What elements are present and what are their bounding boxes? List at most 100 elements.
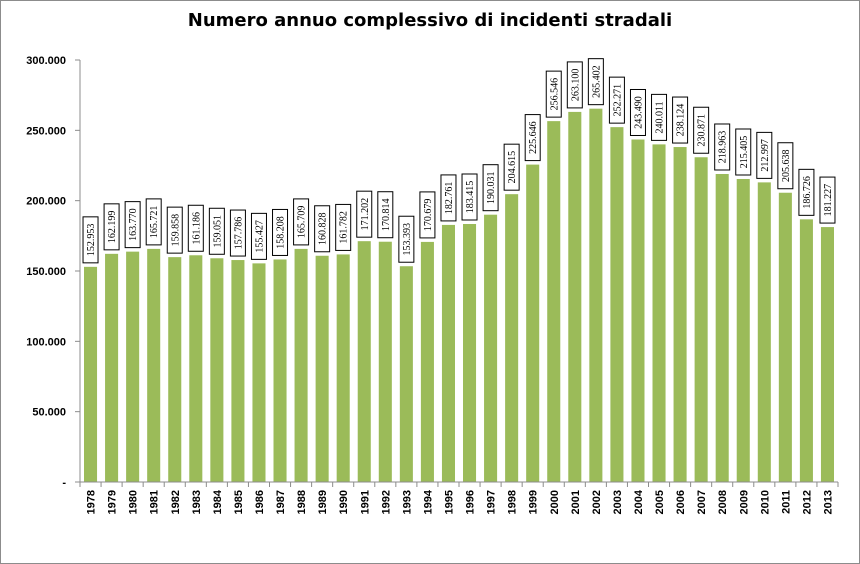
x-tick-label: 2008: [717, 490, 729, 514]
data-label-box: [756, 131, 773, 179]
data-label-text: 171.202: [360, 198, 371, 231]
bar: [694, 157, 708, 482]
data-label-box: [819, 176, 836, 224]
data-label-text: 230.871: [697, 114, 708, 147]
data-label-box: [461, 173, 478, 221]
data-label-text: 238.124: [676, 104, 687, 137]
y-tick-label: 50.000: [32, 407, 66, 419]
x-axis: 1978 1979 1980 1981 1982 1983 1984 1985 1986 1987…: [79, 481, 839, 514]
x-tick-label: 1978: [86, 490, 98, 514]
x-tick-label: 2009: [738, 490, 750, 514]
x-tick-label: 1982: [170, 490, 182, 514]
bar: [799, 219, 813, 483]
data-label: 265.402: [587, 58, 604, 106]
chart-title: Numero annuo complessivo di incidenti st…: [187, 10, 673, 31]
data-label-box: [735, 128, 752, 176]
data-label-text: 181.227: [823, 184, 834, 217]
data-label: 160.828: [314, 205, 331, 253]
x-tick-label: 2010: [759, 490, 771, 514]
data-label-box: [651, 93, 668, 141]
y-axis: - 50.000 100.000 150.000 200.000 250.000 300.0…: [26, 55, 81, 489]
bar: [336, 254, 350, 482]
bar: [126, 251, 140, 482]
data-label-box: [419, 191, 436, 239]
data-label-text: 155.427: [254, 220, 265, 253]
data-label: 161.782: [335, 203, 352, 251]
data-label-text: 183.415: [465, 181, 476, 214]
data-label-text: 186.726: [802, 176, 813, 209]
data-label: 181.227: [819, 176, 836, 224]
x-tick-label: 1987: [275, 490, 287, 514]
data-label: 159.858: [166, 206, 183, 254]
x-tick-label: 1986: [254, 490, 266, 514]
data-label-text: 263.100: [570, 69, 581, 102]
bar: [84, 266, 98, 482]
data-label: 153.393: [398, 215, 415, 263]
data-label: 162.199: [103, 203, 120, 251]
x-tick-label: 2012: [801, 490, 813, 514]
data-label-box: [798, 168, 815, 216]
bar: [526, 164, 540, 482]
data-label-box: [777, 142, 794, 190]
data-label-box: [482, 164, 499, 212]
data-label: 252.271: [608, 76, 625, 124]
data-label: 161.186: [187, 204, 204, 252]
data-label: 190.031: [482, 164, 499, 212]
data-label-box: [250, 212, 267, 260]
data-labels: 152.953 162.199 163.770 165.721 159.858 161.1…: [82, 58, 836, 264]
bar: [673, 147, 687, 482]
data-label-box: [398, 215, 415, 263]
data-label-text: 212.997: [760, 139, 771, 172]
data-label-box: [166, 206, 183, 254]
x-tick-label: 2007: [696, 490, 708, 514]
bar: [715, 173, 729, 482]
data-label-box: [629, 88, 646, 136]
data-label: 170.814: [377, 191, 394, 239]
data-label: 215.405: [735, 128, 752, 176]
data-label: 158.208: [272, 208, 289, 256]
data-label: 212.997: [756, 131, 773, 179]
bar: [441, 224, 455, 482]
bar: [463, 223, 477, 483]
data-label: 240.011: [651, 93, 668, 141]
y-tick-label: 200.000: [26, 196, 66, 208]
data-label: 230.871: [693, 106, 710, 154]
bar: [378, 241, 392, 482]
data-label: 165.721: [145, 198, 162, 246]
data-label-box: [545, 70, 562, 118]
x-tick-label: 2002: [591, 490, 603, 514]
x-tick-label: 2005: [654, 490, 666, 514]
data-label-text: 170.814: [381, 198, 392, 231]
bar: [210, 258, 224, 482]
data-label: 163.770: [124, 201, 141, 249]
data-label-text: 204.615: [507, 151, 518, 184]
data-label-text: 215.405: [739, 136, 750, 169]
data-label: 263.100: [566, 61, 583, 109]
bar: [547, 121, 561, 482]
data-label-box: [566, 61, 583, 109]
data-label-text: 160.828: [318, 213, 329, 246]
bar: [568, 111, 582, 482]
bar: [610, 127, 624, 482]
data-label-text: 163.770: [128, 208, 139, 241]
x-tick-label: 1998: [507, 490, 519, 514]
bar: [778, 192, 792, 482]
x-tick-label: 1985: [233, 490, 245, 514]
data-label: 159.051: [208, 207, 225, 255]
data-label-box: [187, 204, 204, 252]
data-label-box: [672, 96, 689, 144]
data-label-text: 225.646: [528, 121, 539, 154]
data-label-box: [124, 201, 141, 249]
data-label-box: [440, 174, 457, 222]
data-label-box: [608, 76, 625, 124]
y-tick-label: 250.000: [26, 125, 66, 137]
bar: [252, 263, 266, 482]
data-label-text: 182.761: [444, 182, 455, 215]
data-label: 205.638: [777, 142, 794, 190]
bars: [84, 108, 834, 483]
data-label-text: 158.208: [276, 216, 287, 249]
data-label-box: [587, 58, 604, 106]
bar: [757, 182, 771, 482]
data-label-text: 153.393: [402, 223, 413, 256]
